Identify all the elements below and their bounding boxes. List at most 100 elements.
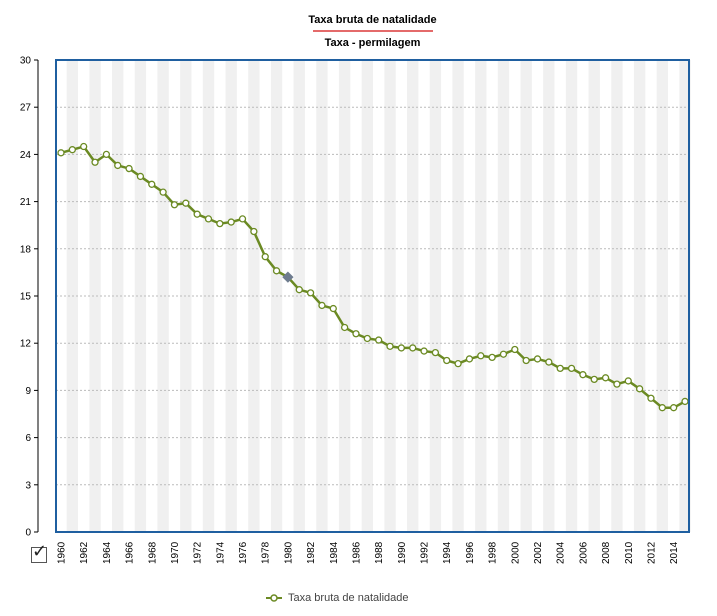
x-tick-label: 2010 <box>624 541 635 564</box>
chart-subtitle: Taxa - permilagem <box>324 37 421 49</box>
data-point <box>431 348 440 357</box>
x-tick-label: 2014 <box>669 541 680 564</box>
x-tick-label: 2008 <box>601 541 612 564</box>
data-point <box>272 267 281 275</box>
series-toggle-checkbox[interactable] <box>31 547 47 563</box>
data-point <box>556 364 564 373</box>
data-point <box>261 253 269 261</box>
gridlines <box>56 106 689 486</box>
x-tick-label: 1980 <box>283 541 294 564</box>
data-point <box>613 380 621 388</box>
data-point <box>136 172 145 181</box>
band <box>89 60 101 532</box>
x-axis: 1960 1962 1964 1966 1968 1970 1972 1974 1976 1978… <box>57 541 681 564</box>
legend-label: Taxa bruta de natalidade <box>288 592 409 604</box>
x-tick-label: 1960 <box>57 541 68 564</box>
data-point <box>182 199 190 207</box>
data-point <box>465 355 474 363</box>
data-point <box>533 355 542 363</box>
data-point <box>148 180 156 188</box>
x-tick-label: 1998 <box>488 541 499 564</box>
y-tick-label: 24 <box>20 150 32 161</box>
data-point <box>409 344 417 352</box>
x-tick-label: 2012 <box>646 541 657 564</box>
y-axis: 0 3 6 9 12 15 18 21 24 27 30 <box>20 56 39 539</box>
band <box>656 60 668 532</box>
data-point <box>386 342 394 350</box>
data-point <box>238 215 247 223</box>
legend-marker-icon <box>266 594 282 602</box>
x-tick-label: 1974 <box>215 541 226 564</box>
x-tick-label: 1988 <box>374 541 385 564</box>
data-point <box>511 345 519 354</box>
data-point <box>647 394 655 402</box>
data-point <box>635 385 644 393</box>
data-point <box>80 142 88 151</box>
data-point <box>227 218 235 226</box>
checkbox-checked-icon: ✓ <box>32 541 48 562</box>
x-tick-label: 2004 <box>556 541 567 564</box>
y-tick-label: 12 <box>20 339 32 350</box>
data-point <box>454 360 462 368</box>
x-tick-label: 1984 <box>329 541 340 564</box>
data-point <box>488 353 496 362</box>
x-tick-label: 1994 <box>442 541 453 564</box>
legend[interactable]: Taxa bruta de natalidade <box>266 592 408 604</box>
data-point <box>375 336 383 344</box>
series-layer <box>57 142 689 412</box>
x-tick-label: 1996 <box>465 541 476 564</box>
band <box>565 60 578 532</box>
data-point <box>125 164 133 173</box>
band <box>429 60 442 532</box>
data-point <box>159 188 167 196</box>
band <box>157 60 169 532</box>
data-point <box>318 301 326 310</box>
y-tick-label: 27 <box>20 103 32 114</box>
band <box>361 60 373 532</box>
data-point <box>477 352 485 360</box>
y-tick-label: 30 <box>20 56 32 67</box>
x-tick-label: 1964 <box>102 541 113 564</box>
data-point <box>590 375 598 384</box>
x-tick-label: 1972 <box>193 541 204 564</box>
data-point <box>204 215 213 223</box>
x-tick-label: 1990 <box>397 541 408 564</box>
y-tick-label: 18 <box>20 244 32 255</box>
data-point <box>420 347 428 355</box>
data-point <box>601 374 610 382</box>
title-underline <box>313 30 433 32</box>
band <box>520 60 532 532</box>
band <box>452 60 464 532</box>
data-point <box>91 158 99 166</box>
x-tick-label: 1982 <box>306 541 317 564</box>
data-point <box>352 330 360 338</box>
y-tick-label: 21 <box>20 197 32 208</box>
x-tick-label: 1962 <box>79 541 90 564</box>
band <box>497 60 510 532</box>
data-point <box>579 371 587 379</box>
x-tick-label: 1970 <box>170 541 181 564</box>
band <box>225 60 237 532</box>
data-point <box>545 358 553 366</box>
data-point <box>216 219 224 228</box>
x-tick-label: 1966 <box>125 541 136 564</box>
x-tick-label: 2000 <box>510 541 521 564</box>
x-tick-label: 1978 <box>261 541 272 564</box>
data-point <box>363 334 371 343</box>
data-point <box>670 404 678 412</box>
data-point <box>443 356 451 365</box>
data-point <box>114 161 122 170</box>
data-point <box>658 404 666 412</box>
x-tick-label: 1976 <box>238 541 249 564</box>
data-point <box>57 149 65 157</box>
data-point <box>522 356 530 365</box>
data-point <box>499 350 508 358</box>
data-point <box>340 323 349 332</box>
x-tick-label: 2002 <box>533 541 544 564</box>
y-tick-label: 9 <box>25 386 31 397</box>
y-tick-label: 15 <box>20 292 32 303</box>
highlighted-point <box>282 271 294 283</box>
data-point <box>329 304 337 313</box>
y-tick-label: 6 <box>25 433 31 444</box>
